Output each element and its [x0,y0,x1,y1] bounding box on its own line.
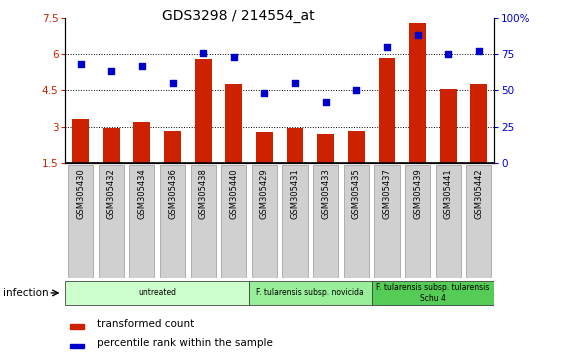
FancyBboxPatch shape [405,165,430,278]
Text: transformed count: transformed count [98,319,195,329]
FancyBboxPatch shape [191,165,216,278]
Bar [70,325,83,329]
Bar [72,119,89,163]
Bar [409,23,426,163]
FancyBboxPatch shape [313,165,339,278]
Text: percentile rank within the sample: percentile rank within the sample [98,338,273,348]
FancyBboxPatch shape [65,281,249,305]
Point [137,63,147,68]
FancyBboxPatch shape [249,281,371,305]
Point [199,50,208,55]
FancyBboxPatch shape [252,165,277,278]
Bar [318,134,334,163]
Text: GSM305432: GSM305432 [107,168,116,219]
Text: infection: infection [3,288,48,298]
Point [321,99,330,105]
Text: GSM305441: GSM305441 [444,168,453,219]
Bar [133,122,151,163]
FancyBboxPatch shape [344,165,369,278]
Bar [195,59,212,163]
Text: GDS3298 / 214554_at: GDS3298 / 214554_at [162,9,315,23]
FancyBboxPatch shape [68,165,93,278]
Point [229,54,239,60]
Point [290,80,299,86]
FancyBboxPatch shape [130,165,154,278]
Bar [103,128,120,163]
FancyBboxPatch shape [436,165,461,278]
Bar [440,89,457,163]
Point [444,51,453,57]
FancyBboxPatch shape [282,165,308,278]
Bar [70,344,83,348]
Bar [287,128,303,163]
Point [474,48,483,54]
Text: F. tularensis subsp. novicida: F. tularensis subsp. novicida [257,289,364,297]
Point [260,90,269,96]
Text: GSM305435: GSM305435 [352,168,361,219]
Text: untreated: untreated [138,289,176,297]
Bar [164,131,181,163]
Point [168,80,177,86]
Text: GSM305439: GSM305439 [413,168,422,219]
Bar [348,131,365,163]
Text: GSM305431: GSM305431 [291,168,299,219]
Text: GSM305442: GSM305442 [474,168,483,219]
FancyBboxPatch shape [374,165,399,278]
Text: GSM305437: GSM305437 [382,168,391,219]
FancyBboxPatch shape [466,165,491,278]
Bar [225,84,242,163]
Text: GSM305440: GSM305440 [229,168,239,219]
Point [352,87,361,93]
Point [382,44,391,50]
Bar [256,132,273,163]
FancyBboxPatch shape [160,165,185,278]
Point [76,61,85,67]
Text: GSM305429: GSM305429 [260,168,269,219]
FancyBboxPatch shape [371,281,494,305]
Bar [470,84,487,163]
Text: F. tularensis subsp. tularensis
Schu 4: F. tularensis subsp. tularensis Schu 4 [376,283,490,303]
FancyBboxPatch shape [99,165,124,278]
Text: GSM305438: GSM305438 [199,168,208,219]
Point [413,32,422,38]
Text: GSM305430: GSM305430 [76,168,85,219]
Text: GSM305433: GSM305433 [321,168,330,219]
FancyBboxPatch shape [221,165,247,278]
Point [107,69,116,74]
Text: GSM305436: GSM305436 [168,168,177,219]
Bar [378,58,395,163]
Text: GSM305434: GSM305434 [137,168,147,219]
